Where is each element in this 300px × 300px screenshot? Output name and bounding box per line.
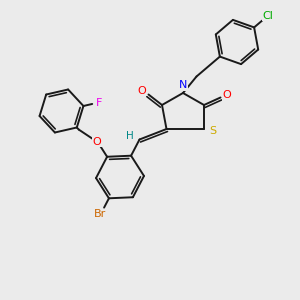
Text: O: O bbox=[92, 136, 101, 147]
Text: Br: Br bbox=[94, 209, 106, 219]
Text: H: H bbox=[126, 131, 134, 141]
Text: N: N bbox=[179, 80, 187, 91]
Text: F: F bbox=[95, 98, 102, 108]
Text: Cl: Cl bbox=[262, 11, 273, 21]
Text: O: O bbox=[137, 86, 146, 96]
Text: S: S bbox=[209, 125, 216, 136]
Text: O: O bbox=[223, 90, 232, 100]
